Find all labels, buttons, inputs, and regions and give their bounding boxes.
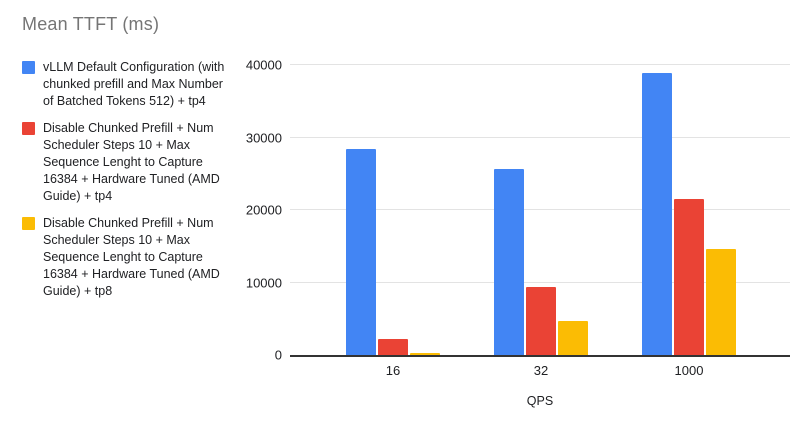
x-axis-tick-label-16: 16 bbox=[385, 363, 401, 378]
legend-item-series-2: Disable Chunked Prefill + Num Scheduler … bbox=[22, 120, 226, 205]
gridline-40000 bbox=[290, 64, 790, 65]
bar-series-2-qps-1000 bbox=[674, 199, 704, 355]
legend-item-series-1: vLLM Default Configuration (with chunked… bbox=[22, 59, 226, 110]
gridline-10000 bbox=[290, 281, 790, 283]
chart-title: Mean TTFT (ms) bbox=[22, 14, 160, 34]
y-axis-tick-label-10000: 10000 bbox=[245, 275, 282, 290]
x-axis-tick-label-32: 32 bbox=[533, 363, 549, 378]
y-axis-tick-label-40000: 40000 bbox=[245, 57, 282, 73]
legend-item-label: Disable Chunked Prefill + Num Scheduler … bbox=[43, 121, 220, 203]
y-axis: 0 10000 20000 30000 40000 bbox=[190, 58, 282, 363]
gridline-30000 bbox=[290, 136, 790, 138]
bar-group-qps-1000 bbox=[642, 65, 736, 355]
legend-item-label: Disable Chunked Prefill + Num Scheduler … bbox=[43, 216, 220, 298]
gridline-20000 bbox=[290, 209, 790, 210]
bar-series-1-qps-16 bbox=[346, 149, 376, 355]
bar-group-qps-16 bbox=[346, 65, 440, 355]
y-axis-tick-label-0: 0 bbox=[274, 347, 282, 363]
bar-group-qps-32 bbox=[494, 65, 588, 355]
x-axis-title: QPS bbox=[526, 394, 554, 408]
bar-series-3-qps-32 bbox=[558, 320, 588, 355]
x-axis-labels: 16 32 1000 bbox=[290, 363, 790, 381]
legend-swatch-icon bbox=[22, 217, 35, 230]
legend-item-series-3: Disable Chunked Prefill + Num Scheduler … bbox=[22, 215, 226, 300]
bar-series-1-qps-32 bbox=[494, 168, 524, 355]
y-axis-tick-label-20000: 20000 bbox=[245, 202, 282, 218]
bar-series-2-qps-32 bbox=[526, 286, 556, 355]
x-axis-tick-label-1000: 1000 bbox=[674, 363, 704, 378]
y-axis-tick-label-30000: 30000 bbox=[245, 130, 282, 145]
legend-swatch-icon bbox=[22, 122, 35, 135]
legend-swatch-icon bbox=[22, 61, 35, 74]
bar-series-3-qps-1000 bbox=[706, 249, 736, 355]
legend-item-label: vLLM Default Configuration (with chunked… bbox=[43, 60, 225, 108]
plot-area bbox=[290, 64, 790, 357]
bar-series-3-qps-16 bbox=[410, 353, 440, 355]
bar-series-2-qps-16 bbox=[378, 339, 408, 355]
bar-series-1-qps-1000 bbox=[642, 72, 672, 355]
legend: vLLM Default Configuration (with chunked… bbox=[22, 59, 226, 310]
